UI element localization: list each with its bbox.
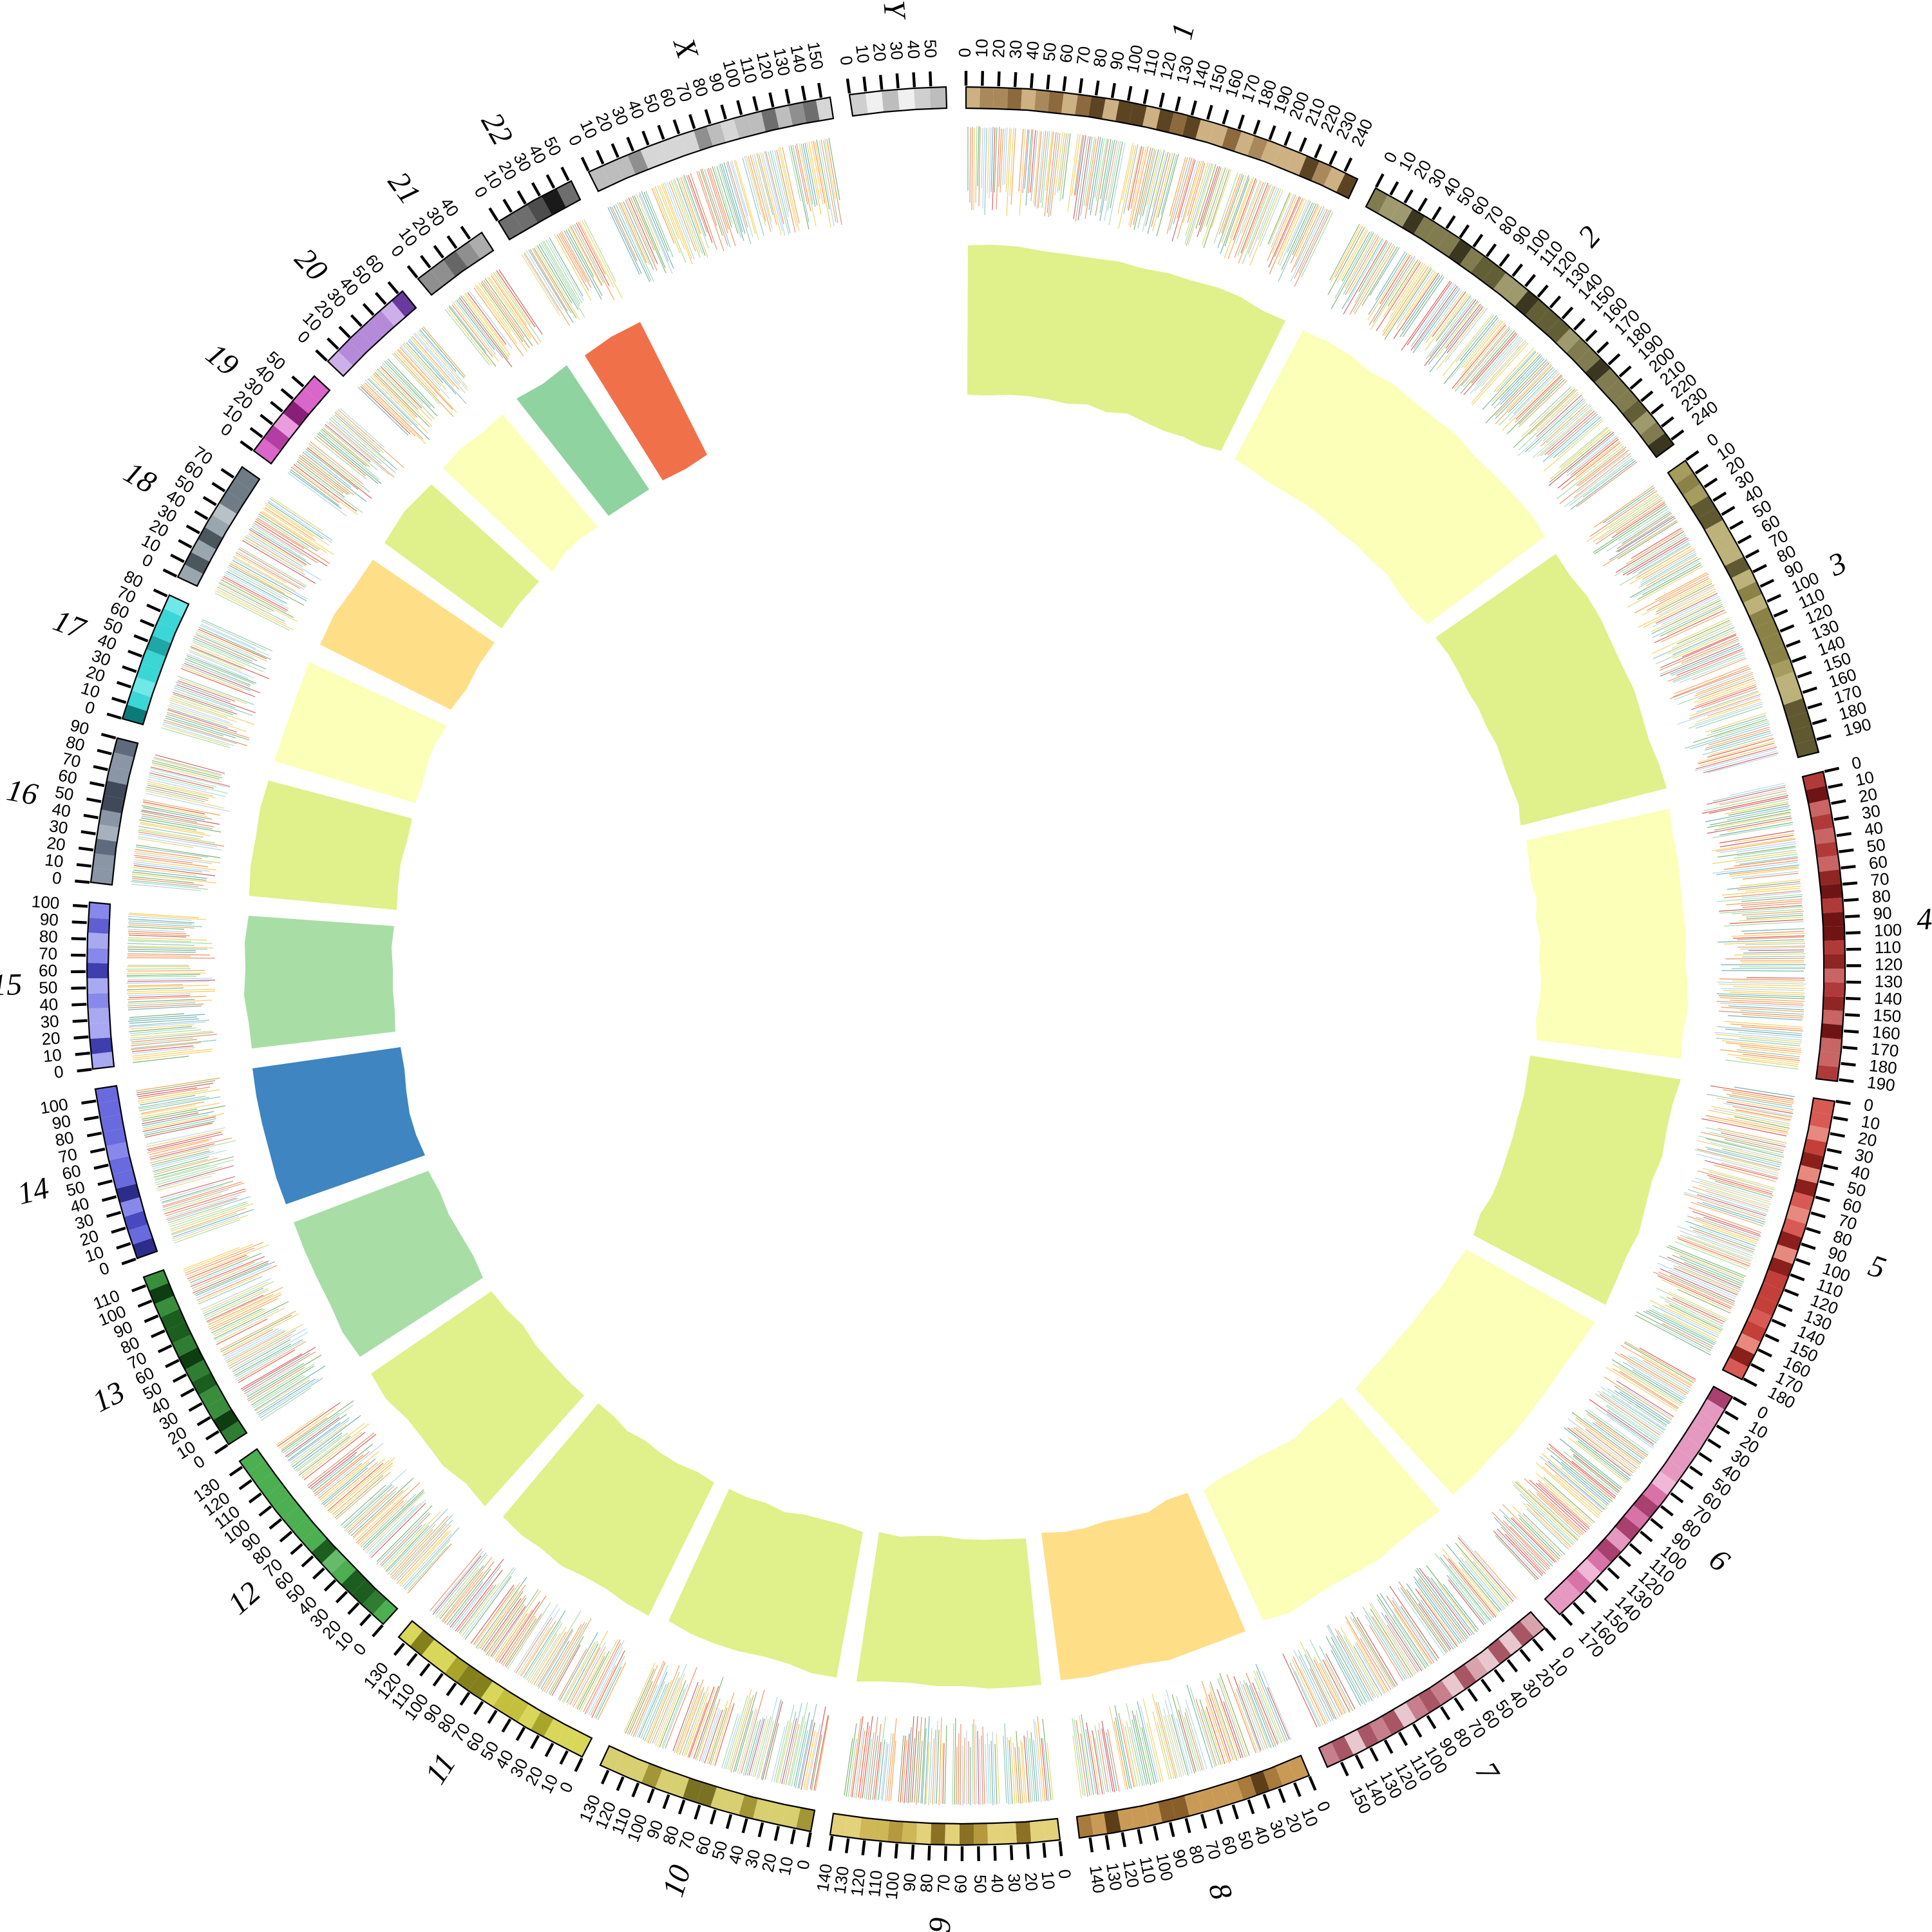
svg-text:70: 70 [934, 1874, 954, 1893]
svg-text:4: 4 [1916, 902, 1932, 937]
svg-text:60: 60 [951, 1875, 971, 1893]
svg-text:50: 50 [920, 39, 940, 59]
svg-text:50: 50 [971, 1875, 990, 1893]
svg-text:70: 70 [39, 943, 57, 963]
svg-text:16: 16 [4, 773, 41, 812]
svg-text:50: 50 [39, 978, 58, 998]
svg-text:15: 15 [0, 967, 23, 1002]
svg-text:80: 80 [39, 927, 58, 947]
svg-text:40: 40 [39, 994, 59, 1014]
svg-text:60: 60 [39, 961, 57, 980]
svg-text:9: 9 [923, 1917, 958, 1932]
svg-text:140: 140 [1086, 1864, 1109, 1894]
svg-text:100: 100 [31, 891, 60, 913]
svg-text:190: 190 [1866, 1072, 1897, 1095]
